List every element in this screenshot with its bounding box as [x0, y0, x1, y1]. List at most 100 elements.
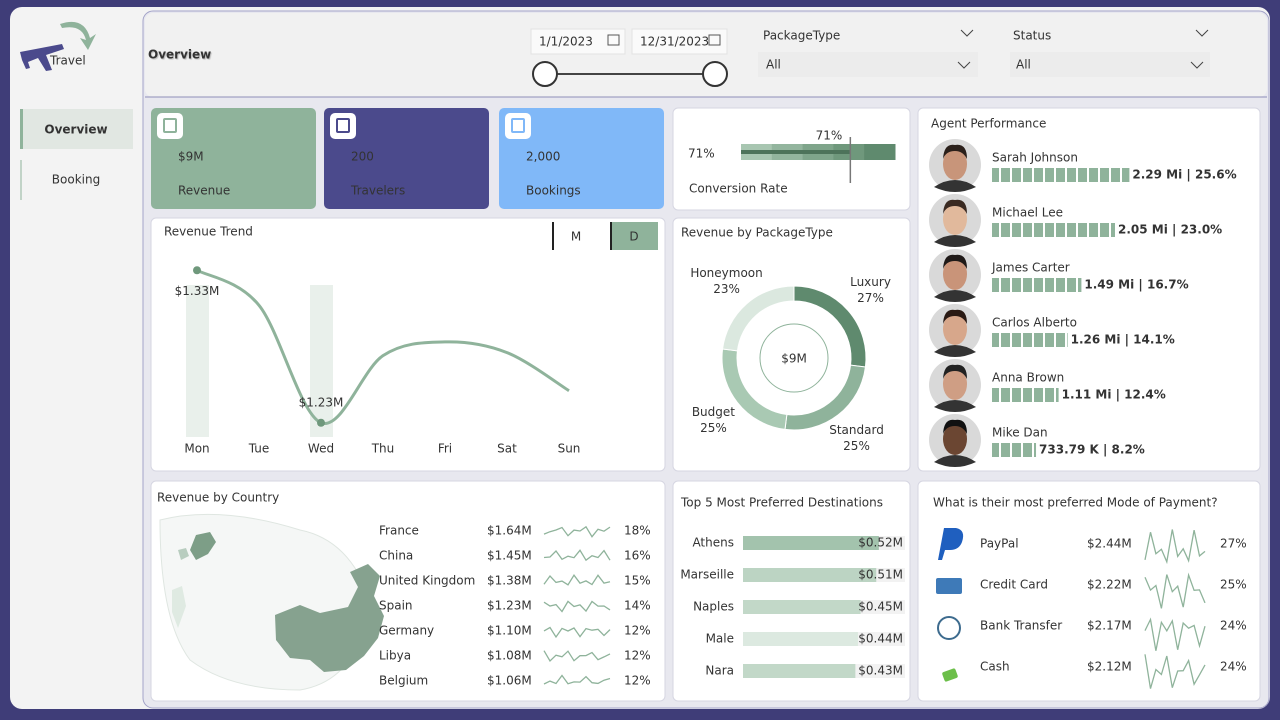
x-tick-label: Wed	[308, 442, 334, 456]
start-date-box[interactable]	[530, 28, 626, 55]
share: 14%	[624, 599, 651, 613]
data-label: 2.05 Mi | 23.0%	[1118, 223, 1222, 237]
page-title: Overview	[148, 48, 211, 62]
card-title: Top 5 Most Preferred Destinations	[680, 496, 883, 510]
x-tick-label: Sun	[558, 442, 581, 456]
donut-inner	[759, 323, 829, 393]
chevron[interactable]	[957, 61, 971, 69]
x-tick-label: Mon	[184, 442, 209, 456]
kpi-card	[499, 108, 664, 209]
revenue: $1.23M	[487, 599, 532, 613]
x-tick-label: Sat	[497, 442, 517, 456]
payment-method: Cash	[980, 660, 1010, 674]
toggle-label[interactable]: M	[571, 230, 581, 244]
map-country	[190, 532, 216, 560]
avatar-shoulders	[934, 180, 976, 192]
bar	[992, 278, 1082, 292]
slice-name: Standard	[829, 423, 884, 437]
payment-method: Bank Transfer	[980, 619, 1062, 633]
avatar-shoulders	[934, 400, 976, 412]
chevron[interactable]	[1190, 61, 1204, 69]
dropdown-value[interactable]: All	[1016, 58, 1031, 72]
sparkline	[1144, 617, 1206, 651]
slice-name: Budget	[692, 405, 735, 419]
agent-name: Sarah Johnson	[992, 151, 1078, 165]
donut-slice	[722, 285, 795, 352]
dropdown[interactable]	[1010, 52, 1210, 77]
avatar-face	[943, 368, 967, 400]
arrow-icon	[60, 21, 96, 50]
kpi-label: Bookings	[526, 184, 581, 198]
start-date[interactable]: 1/1/2023	[539, 35, 593, 49]
slider-handle[interactable]	[532, 61, 558, 87]
chevron[interactable]	[1195, 29, 1209, 37]
chevron[interactable]	[960, 29, 974, 37]
nav-item[interactable]: Overview	[44, 123, 107, 137]
country: United Kingdom	[379, 574, 475, 588]
dropdown-value[interactable]: All	[766, 58, 781, 72]
donut-center: $9M	[781, 352, 807, 366]
highlight-column	[310, 285, 333, 437]
bar	[743, 536, 879, 550]
toggle[interactable]	[553, 222, 600, 250]
cash-icon	[942, 668, 958, 682]
avatar-hair	[943, 309, 967, 324]
header-bar	[145, 13, 1267, 97]
card-title: Revenue by Country	[157, 491, 279, 505]
end-date-box[interactable]	[631, 28, 728, 55]
share: 24%	[1220, 619, 1247, 633]
avatar-hair	[943, 199, 967, 214]
end-date[interactable]: 12/31/2023	[640, 35, 709, 49]
bar	[992, 443, 1037, 457]
dropdown[interactable]	[758, 52, 978, 77]
toggle[interactable]	[611, 222, 658, 250]
calendar-icon[interactable]	[607, 34, 620, 46]
point	[193, 266, 201, 275]
calendar-icon[interactable]	[708, 34, 721, 46]
card	[917, 107, 1261, 472]
sidebar-nav: Overview Booking	[20, 109, 133, 200]
kpi-card	[324, 108, 489, 209]
bullet-value: 71%	[688, 147, 715, 161]
y-tick-label: Athens	[692, 536, 734, 550]
slider-handle[interactable]	[702, 61, 728, 87]
kpi-icon-box	[157, 113, 183, 139]
avatar-hair	[943, 419, 967, 434]
avatar-hair	[943, 144, 967, 159]
y-tick-label: Male	[706, 632, 734, 646]
card-title: What is their most preferred Mode of Pay…	[933, 496, 1218, 510]
data-label: 1.11 Mi | 12.4%	[1062, 388, 1166, 402]
toggle-label[interactable]: D	[629, 230, 638, 244]
data-label: 733.79 K | 8.2%	[1039, 443, 1145, 457]
slice-name: Luxury	[850, 275, 891, 289]
x-tick-label: Tue	[248, 442, 270, 456]
share: 24%	[1220, 660, 1247, 674]
filter-label: Status	[1013, 29, 1051, 43]
data-label: $0.43M	[858, 664, 903, 678]
x-tick-label: Thu	[371, 442, 395, 456]
slice-label: 27%	[857, 291, 884, 305]
agent-name: Michael Lee	[992, 206, 1063, 220]
nav-item[interactable]: Booking	[52, 173, 100, 187]
avatar-face	[943, 313, 967, 345]
y-tick-label: Naples	[693, 600, 734, 614]
nav-indicator	[20, 109, 23, 149]
amount: $2.22M	[1087, 578, 1132, 592]
map-country	[178, 548, 189, 560]
country: China	[379, 549, 413, 563]
kpi-label: Revenue	[178, 184, 230, 198]
share: 12%	[624, 674, 651, 688]
logo: Travel	[20, 21, 96, 71]
revenue: $1.45M	[487, 549, 532, 563]
data-label: $1.33M	[175, 284, 220, 298]
sparkline	[1144, 572, 1206, 609]
sparkline	[543, 574, 611, 586]
data-label: 1.49 Mi | 16.7%	[1084, 278, 1188, 292]
sparkline	[543, 626, 611, 639]
y-tick-label: Marseille	[680, 568, 734, 582]
data-label: 2.29 Mi | 25.6%	[1132, 168, 1236, 182]
data-label: $0.44M	[858, 632, 903, 646]
kpi-icon-box	[505, 113, 531, 139]
payment-method: Credit Card	[980, 578, 1048, 592]
